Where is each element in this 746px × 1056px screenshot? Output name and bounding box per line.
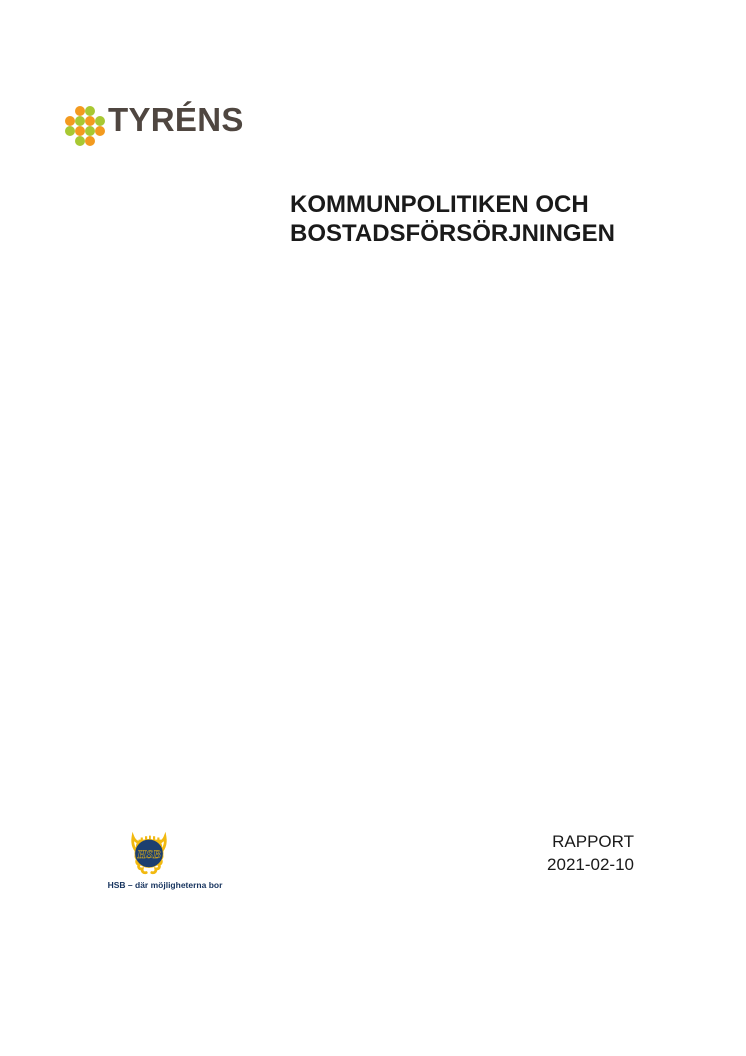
- svg-text:HSB: HSB: [136, 848, 161, 861]
